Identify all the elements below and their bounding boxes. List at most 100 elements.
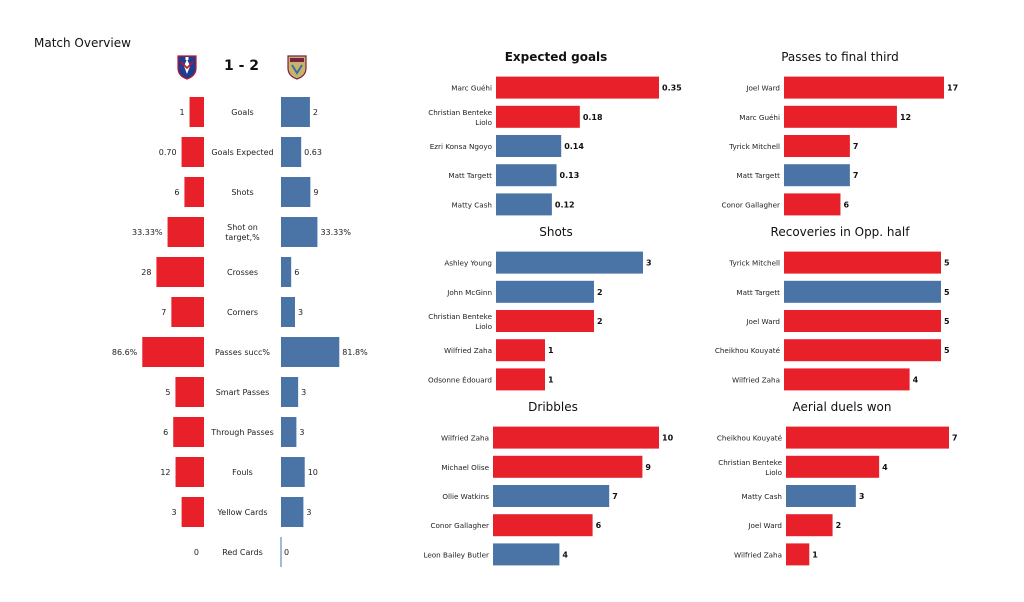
home-value-label: 28	[141, 268, 151, 277]
player-value-label: 3	[859, 492, 865, 501]
player-value-label: 6	[843, 200, 849, 209]
player-bar	[493, 455, 643, 478]
player-bar	[784, 368, 910, 391]
home-bar	[142, 337, 204, 367]
player-name: Ezri Konsa Ngoyo	[430, 142, 492, 151]
player-value-label: 0.18	[583, 113, 603, 122]
overview-title: Match Overview	[34, 36, 131, 50]
player-value-label: 2	[597, 288, 603, 297]
player-bar	[784, 76, 944, 99]
player-bar	[784, 105, 897, 128]
home-bar	[181, 137, 204, 167]
home-value-label: 7	[161, 308, 166, 317]
player-bar	[496, 193, 552, 216]
player-value-label: 7	[952, 434, 958, 443]
player-bar	[496, 135, 562, 157]
player-value-label: 1	[812, 550, 818, 559]
player-bar	[784, 193, 841, 216]
player-bar	[784, 280, 941, 303]
match-score: 1 - 2	[224, 58, 260, 74]
home-value-label: 1	[179, 108, 184, 117]
player-name: Marc Guéhi	[451, 84, 492, 93]
home-bar	[167, 217, 204, 247]
player-value-label: 1	[548, 346, 554, 355]
player-bar	[784, 135, 850, 157]
player-bar	[784, 339, 941, 362]
player-value-label: 4	[882, 463, 888, 472]
category-label: Passes succ%	[215, 348, 270, 357]
home-bar	[184, 177, 204, 207]
panel-title: Expected goals	[505, 50, 608, 64]
player-name: Joel Ward	[745, 317, 780, 326]
away-bar	[281, 497, 304, 527]
player-name: Tyrick Mitchell	[728, 259, 780, 268]
away-bar	[281, 97, 310, 127]
player-value-label: 5	[944, 346, 950, 355]
player-value-label: 6	[596, 521, 602, 530]
player-value-label: 5	[944, 288, 950, 297]
player-bar	[784, 310, 941, 332]
player-value-label: 3	[646, 259, 652, 268]
player-value-label: 7	[612, 492, 618, 501]
player-name: Ashley Young	[444, 259, 492, 268]
player-name: Wilfried Zaha	[734, 550, 782, 559]
category-label: Crosses	[227, 268, 258, 277]
home-bar	[173, 417, 204, 447]
category-label: Goals Expected	[211, 148, 273, 157]
away-value-label: 3	[301, 388, 306, 397]
away-value-label: 0	[284, 548, 289, 557]
aston-villa-crest-icon	[287, 55, 307, 80]
category-label: Smart Passes	[216, 388, 270, 397]
player-bar	[496, 164, 557, 187]
home-bar	[181, 497, 204, 527]
away-bar	[281, 177, 311, 207]
category-label: Goals	[231, 108, 253, 117]
player-value-label: 7	[853, 171, 859, 180]
home-bar	[189, 97, 204, 127]
category-label: Shot on target,%	[225, 223, 260, 242]
player-name: Wilfried Zaha	[732, 375, 780, 384]
player-value-label: 10	[662, 434, 674, 443]
away-bar	[281, 457, 305, 487]
away-bar	[281, 297, 295, 327]
home-value-label: 0	[194, 548, 199, 557]
player-name: John McGinn	[446, 288, 492, 297]
home-value-label: 6	[174, 188, 179, 197]
home-value-label: 0.70	[159, 148, 177, 157]
away-value-label: 3	[299, 428, 304, 437]
away-value-label: 81.8%	[342, 348, 368, 357]
player-name: Conor Gallagher	[722, 200, 781, 209]
player-bar	[493, 485, 610, 507]
player-name: Christian Benteke Liolo	[428, 108, 492, 127]
panel-title: Recoveries in Opp. half	[771, 225, 911, 239]
player-value-label: 9	[645, 463, 651, 472]
player-name: Matty Cash	[451, 200, 492, 209]
category-label: Corners	[227, 308, 258, 317]
player-value-label: 4	[562, 550, 568, 559]
player-name: Odsonne Édouard	[428, 375, 492, 384]
player-name: Matt Targett	[736, 171, 780, 180]
player-bar	[786, 485, 856, 507]
player-bar	[496, 105, 580, 128]
home-bar	[156, 257, 204, 287]
home-value-label: 12	[160, 468, 170, 477]
away-bar	[281, 377, 299, 407]
home-bar	[175, 377, 204, 407]
player-name: Leon Bailey Butler	[423, 550, 489, 559]
home-value-label: 86.6%	[112, 348, 138, 357]
away-bar	[281, 217, 318, 247]
away-value-label: 9	[313, 188, 318, 197]
player-name: Conor Gallagher	[431, 521, 490, 530]
player-bar	[496, 280, 594, 303]
player-name: Matt Targett	[448, 171, 492, 180]
player-name: Christian Benteke Liolo	[718, 458, 782, 477]
player-value-label: 1	[548, 375, 554, 384]
player-name: Christian Benteke Liolo	[428, 312, 492, 331]
away-value-label: 3	[298, 308, 303, 317]
category-label: Yellow Cards	[216, 508, 267, 517]
category-label: Shots	[231, 188, 253, 197]
player-value-label: 17	[947, 84, 958, 93]
player-name: Marc Guéhi	[739, 113, 780, 122]
player-value-label: 7	[853, 142, 859, 151]
